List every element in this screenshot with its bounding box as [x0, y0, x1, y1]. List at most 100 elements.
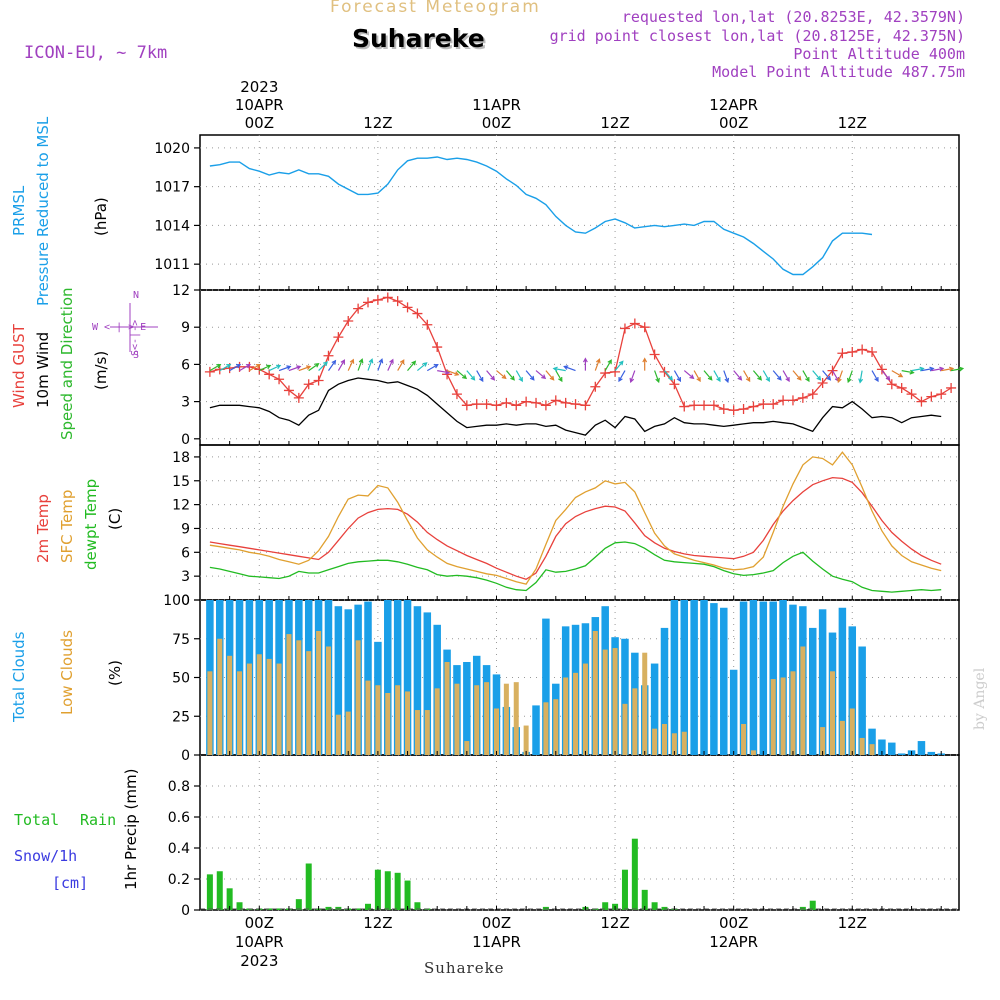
wind-direction-arrow: [437, 369, 451, 375]
low-cloud-bar: [434, 688, 440, 755]
bottom-time-label: 00Z: [245, 914, 274, 932]
total-cloud-bar: [413, 606, 422, 755]
wind-gust-point: [521, 396, 532, 407]
rain-bar: [602, 902, 609, 910]
wind-gust-point: [728, 405, 739, 416]
low-cloud-bar: [444, 662, 450, 755]
top-time-label: 10APR: [235, 96, 284, 114]
low-cloud-bar: [227, 655, 233, 755]
label-dewpt-temp: dewpt Temp: [82, 479, 100, 570]
low-cloud-bar: [335, 714, 341, 755]
compass-legend-arrow: [110, 303, 158, 352]
wind-direction-arrow: [654, 370, 660, 384]
wind-gust-point: [817, 378, 828, 388]
total-cloud-bar: [897, 753, 906, 755]
rain-bar: [325, 906, 332, 910]
low-cloud-bar: [375, 685, 381, 755]
label-percent: (%): [106, 660, 124, 686]
wind-direction-arrow: [921, 366, 935, 372]
compass-south-axis: S<-|->: [130, 320, 141, 356]
clouds-ytick-label: 75: [172, 632, 190, 648]
rain-bar: [355, 908, 362, 910]
wind-direction-arrow: [871, 370, 879, 383]
wind-gust-point: [274, 374, 285, 385]
rain-bar: [799, 906, 806, 910]
compass-west-east: W <-|-> E: [92, 322, 146, 333]
low-cloud-bar: [345, 711, 351, 755]
low-cloud-bar: [207, 671, 213, 755]
low-cloud-bar: [523, 725, 529, 755]
model-label: ICON-EU, ~ 7km: [24, 43, 168, 63]
bottom-time-label: 00Z: [482, 914, 511, 932]
wind-direction-arrow: [229, 363, 242, 372]
credit-watermark: by Angel: [972, 667, 988, 730]
wind-gust-point: [639, 322, 650, 333]
wind-direction-arrow: [427, 363, 439, 372]
temperature-ytick-label: 9: [181, 521, 190, 537]
model-point-altitude: Model Point Altitude 487.75m: [712, 63, 965, 81]
low-cloud-bar: [464, 741, 470, 755]
wind-direction-arrow: [901, 369, 915, 375]
wind-direction-arrow: [858, 370, 864, 384]
wind-gust-point: [699, 400, 710, 411]
low-cloud-bar: [741, 724, 747, 755]
compass-north: N: [133, 290, 139, 301]
wind-direction-arrow: [417, 362, 428, 372]
rain-bar: [384, 871, 391, 910]
wind-gust-point: [738, 404, 749, 415]
point-altitude: Point Altitude 400m: [793, 45, 965, 63]
temp-sfc-line: [209, 451, 942, 585]
wind-gust-point: [353, 303, 364, 314]
pressure-ytick-label: 1020: [154, 141, 190, 157]
wind-direction-arrow: [618, 370, 626, 383]
wind-gust-point: [540, 400, 551, 411]
label-10m-wind: 10m Wind: [34, 332, 52, 408]
wind-gust-point: [906, 389, 917, 400]
low-cloud-bar: [365, 680, 371, 755]
gridpoint-coords: grid point closest lon,lat (20.8125E, 42…: [549, 27, 965, 45]
wind-direction-arrow: [950, 366, 965, 372]
total-cloud-bar: [542, 618, 550, 755]
wind-direction-arrow: [555, 370, 563, 383]
low-cloud-bar: [325, 646, 331, 755]
wind-gust-point: [649, 349, 660, 360]
top-time-label: 12APR: [709, 96, 758, 114]
total-cloud-bar: [878, 739, 886, 755]
wind-direction-arrow: [268, 364, 282, 372]
total-cloud-bar: [927, 751, 936, 755]
wind-direction-arrow: [298, 365, 312, 372]
wind-gust-point: [580, 400, 591, 411]
rain-bar: [394, 872, 401, 910]
pressure-ytick-label: 1017: [154, 180, 190, 196]
low-cloud-bar: [395, 685, 401, 755]
low-cloud-bar: [286, 634, 292, 755]
rain-bar: [276, 908, 283, 910]
top-time-label: 11APR: [472, 96, 521, 114]
label-snow: Snow/1h: [14, 847, 77, 865]
wind-direction-arrow: [703, 370, 713, 381]
wind-gust-point: [758, 399, 769, 410]
wind-direction-arrow: [693, 370, 701, 383]
bottom-time-label: 12Z: [838, 914, 867, 932]
label-hpa: (hPa): [92, 197, 110, 236]
total-cloud-bar: [690, 600, 698, 755]
total-cloud-bar: [463, 662, 471, 755]
wind-direction-arrow: [505, 370, 515, 381]
total-cloud-bar: [532, 705, 540, 755]
wind-ytick-label: 3: [181, 395, 190, 411]
low-cloud-bar: [622, 703, 628, 755]
wind-direction-arrow: [525, 370, 535, 381]
label-prmsl: PRMSL: [10, 185, 28, 236]
wind-gust-point: [886, 379, 897, 390]
low-cloud-bar: [316, 631, 322, 755]
low-cloud-bar: [296, 640, 302, 755]
wind-direction-arrow: [752, 370, 763, 381]
precip-ytick-label: 0.6: [168, 810, 190, 826]
wind-direction-arrow: [642, 357, 648, 371]
wind-gust-point: [382, 292, 393, 303]
low-cloud-bar: [800, 646, 806, 755]
wind-gust-point: [708, 400, 719, 411]
total-cloud-bar: [808, 627, 817, 755]
low-cloud-bar: [563, 677, 569, 755]
rain-bar: [404, 880, 411, 910]
